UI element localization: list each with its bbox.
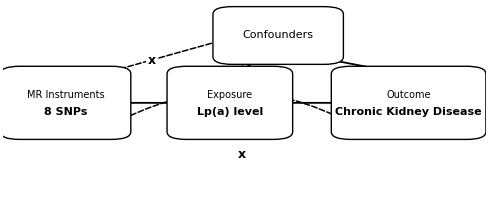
FancyBboxPatch shape [0, 66, 131, 139]
Text: Confounders: Confounders [242, 30, 314, 41]
FancyBboxPatch shape [332, 66, 486, 139]
Text: MR Instruments: MR Instruments [27, 90, 104, 100]
Text: Chronic Kidney Disease: Chronic Kidney Disease [336, 108, 482, 117]
Text: Outcome: Outcome [386, 90, 431, 100]
FancyBboxPatch shape [167, 66, 292, 139]
Text: x: x [238, 148, 246, 161]
Text: 8 SNPs: 8 SNPs [44, 108, 88, 117]
Text: Lp(a) level: Lp(a) level [196, 108, 263, 117]
Text: x: x [148, 54, 156, 67]
FancyBboxPatch shape [213, 7, 344, 64]
Text: Exposure: Exposure [208, 90, 252, 100]
